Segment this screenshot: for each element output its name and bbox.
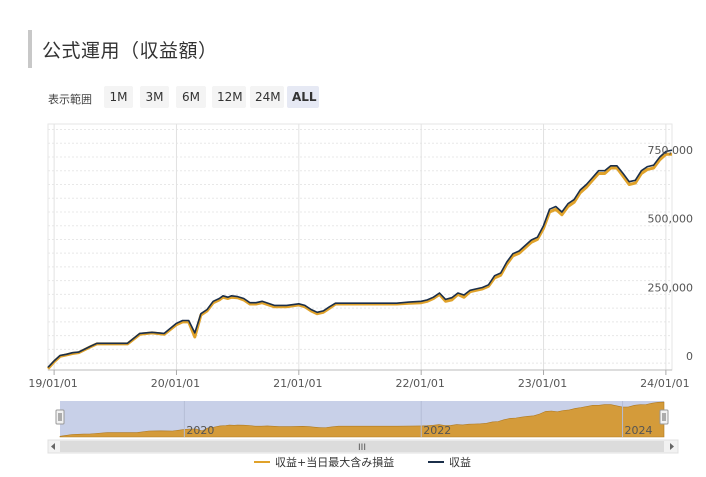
- x-tick-label: 23/01/01: [518, 377, 567, 390]
- y-tick-label: 500,000: [648, 213, 694, 226]
- y-tick-label: 750,000: [648, 144, 694, 157]
- navigator-label: 2024: [625, 424, 653, 437]
- y-tick-label: 250,000: [648, 281, 694, 294]
- series-line-1: [47, 149, 673, 368]
- range-selector-label: 表示範囲: [48, 93, 92, 106]
- range-button-3m[interactable]: 3M: [140, 86, 169, 108]
- x-tick-label: 20/01/01: [151, 377, 200, 390]
- range-button-6m[interactable]: 6M: [176, 86, 206, 108]
- x-tick-label: 19/01/01: [28, 377, 77, 390]
- legend-label-series-a: 収益+当日最大含み損益: [275, 456, 395, 469]
- range-button-12m[interactable]: 12M: [212, 86, 246, 108]
- scroll-left-arrow-icon[interactable]: [51, 443, 55, 450]
- y-axis-ticks: 0 250,000 500,000 750,000: [648, 144, 694, 363]
- legend-item-series-b[interactable]: 収益: [428, 454, 471, 470]
- navigator-handle-right[interactable]: [659, 409, 669, 425]
- page-title: 公式運用（収益額）: [42, 40, 218, 62]
- scroll-right-arrow-icon[interactable]: [670, 443, 674, 450]
- legend-label-series-b: 収益: [449, 456, 471, 469]
- series-line-0: [46, 152, 672, 370]
- navigator-label: 2020: [186, 424, 214, 437]
- navigator-area: [59, 401, 665, 438]
- chart-lines: [46, 149, 673, 370]
- scrollbar-grip-icon: III: [358, 443, 366, 453]
- chart-grid: [47, 123, 673, 371]
- x-tick-label: 22/01/01: [395, 377, 444, 390]
- x-tick-label: 21/01/01: [273, 377, 322, 390]
- title-accent-bar: [28, 30, 32, 68]
- scrollbar-thumb[interactable]: [60, 441, 664, 452]
- legend-swatch-series-a: [254, 461, 270, 463]
- legend-swatch-series-b: [428, 461, 444, 463]
- navigator-handle-left[interactable]: [55, 409, 65, 425]
- x-tick-label: 24/01/01: [640, 377, 689, 390]
- legend-item-series-a[interactable]: 収益+当日最大含み損益: [254, 454, 394, 470]
- y-tick-label: 0: [686, 350, 693, 363]
- range-button-1m[interactable]: 1M: [104, 86, 133, 108]
- navigator-label: 2022: [423, 424, 451, 437]
- range-button-all[interactable]: ALL: [287, 86, 319, 108]
- range-button-24m[interactable]: 24M: [250, 86, 284, 108]
- x-axis-ticks: 19/01/01 20/01/01 21/01/01 22/01/01 23/01/01…: [28, 370, 690, 390]
- navigator: 2020 2022 2024 III: [47, 401, 679, 454]
